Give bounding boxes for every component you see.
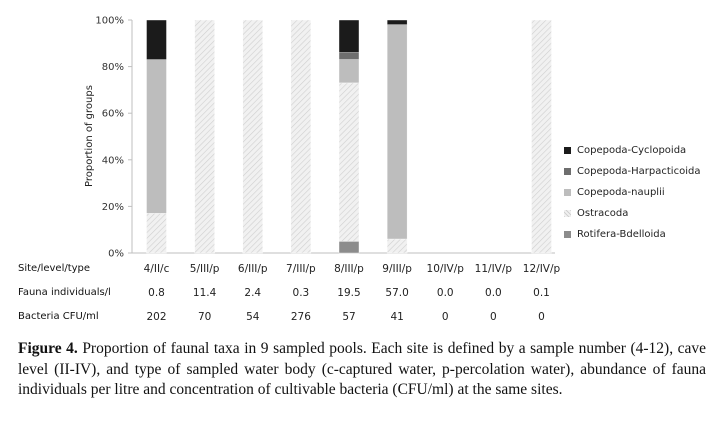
bar-segment (386, 19, 408, 25)
bacteria-value: 54 (246, 311, 260, 323)
site-label: 8/III/p (334, 263, 364, 275)
legend-item: Copepoda-Harpacticoida (564, 161, 700, 182)
site-label: 7/III/p (286, 263, 316, 275)
site-row-label: Site/level/type (18, 263, 91, 274)
bar-segment (194, 19, 215, 254)
site-label: 5/III/p (189, 263, 220, 275)
bar-segment (338, 82, 360, 242)
legend-label: Ostracoda (577, 208, 629, 219)
y-tick-label: 80% (102, 62, 124, 73)
figure-caption-label: Figure 4. (18, 340, 78, 357)
bacteria-value: 0 (538, 311, 545, 323)
site-label: 6/III/p (237, 263, 268, 275)
fauna-value: 0.3 (292, 287, 310, 299)
bar-segment (242, 19, 263, 254)
y-tick-label: 60% (102, 109, 124, 120)
site-label: 11/IV/p (474, 263, 513, 275)
fauna-value: 0.0 (436, 287, 454, 299)
bar-segment (290, 19, 312, 254)
site-label: 4/II/c (143, 263, 170, 275)
fauna-value: 57.0 (385, 287, 409, 299)
bacteria-value: 70 (197, 311, 212, 323)
y-tick-label: 0% (108, 249, 124, 260)
legend-swatch (564, 231, 571, 238)
bacteria-value: 0 (490, 311, 497, 323)
bacteria-row-label: Bacteria CFU/ml (18, 311, 99, 322)
bar-segment (531, 19, 552, 254)
bacteria-value: 41 (390, 311, 404, 323)
legend-item: Copepoda-Cyclopoida (564, 140, 700, 161)
y-axis-label: Proportion of groups (84, 85, 95, 187)
bar-segment (338, 19, 360, 53)
bar-segment (146, 19, 167, 60)
legend-swatch (564, 189, 571, 196)
bar-segment (386, 24, 408, 240)
y-tick-label: 40% (102, 155, 124, 166)
legend-item: Rotifera-Bdelloida (564, 224, 700, 245)
bacteria-value: 57 (342, 311, 356, 323)
bar-segment (338, 52, 360, 60)
fauna-value: 2.4 (244, 287, 262, 299)
chart-legend: Copepoda-Cyclopoida Copepoda-Harpacticoid… (564, 140, 700, 245)
fauna-row-label: Fauna individuals/l (18, 287, 111, 298)
legend-swatch (564, 210, 571, 217)
bacteria-value: 276 (290, 311, 311, 323)
bacteria-value: 202 (146, 311, 167, 323)
legend-item: Copepoda-nauplii (564, 182, 700, 203)
legend-label: Copepoda-Cyclopoida (577, 145, 687, 156)
bar-segment (146, 59, 167, 214)
figure-caption-text: Proportion of faunal taxa in 9 sampled p… (18, 340, 706, 398)
legend-swatch (564, 147, 571, 154)
figure-caption: Figure 4. Proportion of faunal taxa in 9… (18, 339, 706, 401)
bar-segment (338, 59, 360, 84)
legend-label: Rotifera-Bdelloida (577, 229, 666, 240)
bar-segment (338, 241, 360, 254)
legend-swatch (564, 168, 571, 175)
fauna-value: 0.1 (533, 287, 550, 299)
fauna-value: 0.0 (485, 287, 502, 299)
legend-label: Copepoda-Harpacticoida (577, 166, 701, 177)
legend-label: Copepoda-nauplii (577, 187, 665, 198)
fauna-value: 11.4 (192, 287, 217, 299)
site-label: 12/IV/p (522, 263, 561, 275)
legend-item: Ostracoda (564, 203, 700, 224)
fauna-value: 0.8 (148, 287, 165, 299)
bar-segment (146, 213, 167, 254)
site-label: 10/IV/p (426, 263, 464, 275)
fauna-value: 19.5 (337, 287, 361, 299)
bacteria-value: 0 (441, 311, 449, 323)
y-tick-label: 20% (102, 202, 124, 213)
y-tick-label: 100% (95, 16, 124, 27)
site-label: 9/III/p (382, 263, 412, 275)
bar-segment (386, 238, 408, 254)
